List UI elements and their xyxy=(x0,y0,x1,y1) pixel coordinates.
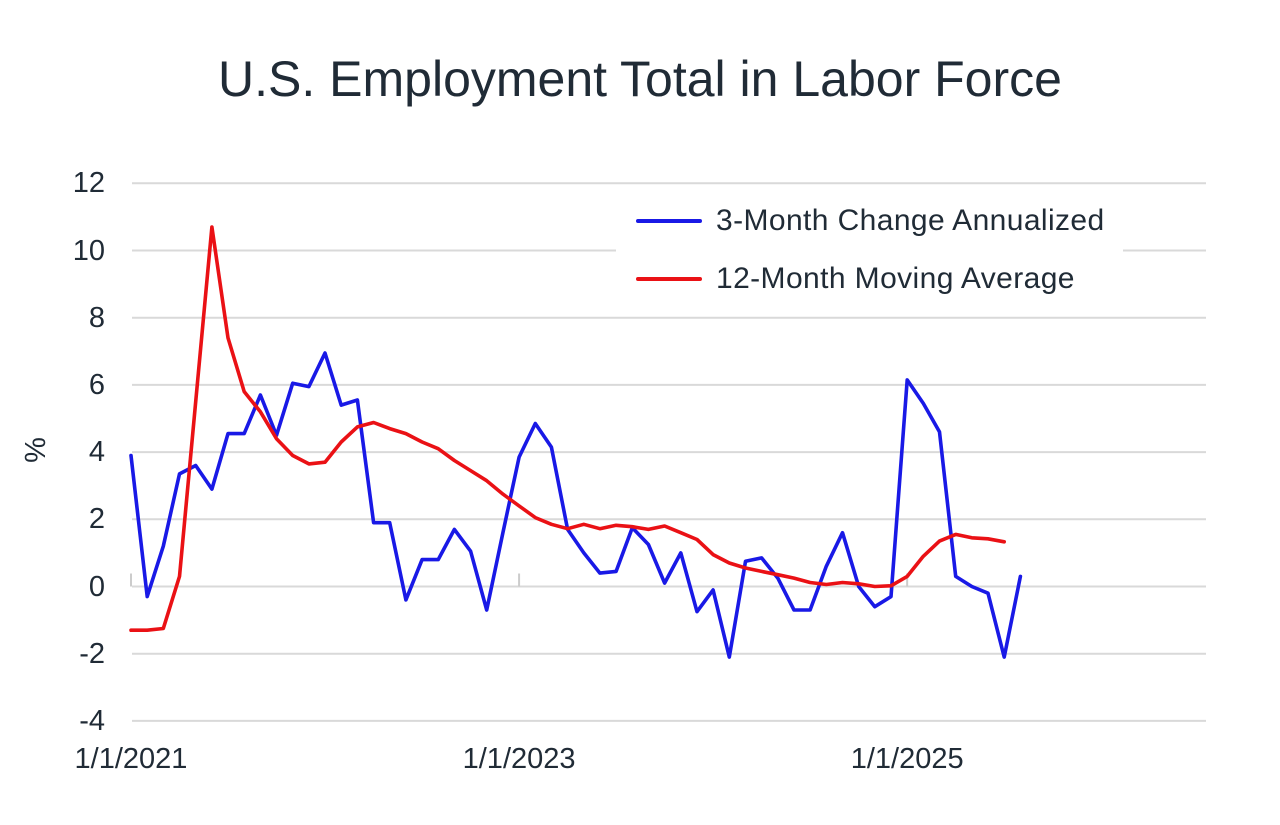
legend-swatch-blue-line xyxy=(636,219,702,223)
legend-label: 3-Month Change Annualized xyxy=(716,204,1105,237)
series-line-1 xyxy=(129,225,1007,633)
legend-item-3-month-change[interactable]: 3-Month Change Annualized xyxy=(636,204,1105,238)
chart-title: U.S. Employment Total in Labor Force xyxy=(218,51,1062,107)
y-tick-label--4: -4 xyxy=(79,704,105,737)
legend-item-12-month-average[interactable]: 12-Month Moving Average xyxy=(636,262,1105,296)
legend-swatch-red-line xyxy=(636,277,702,281)
y-tick-label-12: 12 xyxy=(72,167,105,200)
y-tick-label-6: 6 xyxy=(88,368,105,401)
y-tick-label-10: 10 xyxy=(72,234,105,267)
x-tick-label-1-1-2025: 1/1/2025 xyxy=(850,743,964,775)
y-tick-label--2: -2 xyxy=(79,637,105,670)
x-tick-label-1-1-2023: 1/1/2023 xyxy=(462,743,576,775)
legend: 3-Month Change Annualized 12-Month Movin… xyxy=(616,194,1123,306)
legend-label: 12-Month Moving Average xyxy=(716,262,1075,295)
x-tick-label-1-1-2021: 1/1/2021 xyxy=(74,743,188,775)
y-tick-label-4: 4 xyxy=(88,436,105,469)
y-tick-label-2: 2 xyxy=(88,503,105,536)
y-tick-label-8: 8 xyxy=(88,301,105,334)
y-tick-label-0: 0 xyxy=(88,570,105,603)
series-line-0 xyxy=(129,351,1023,659)
